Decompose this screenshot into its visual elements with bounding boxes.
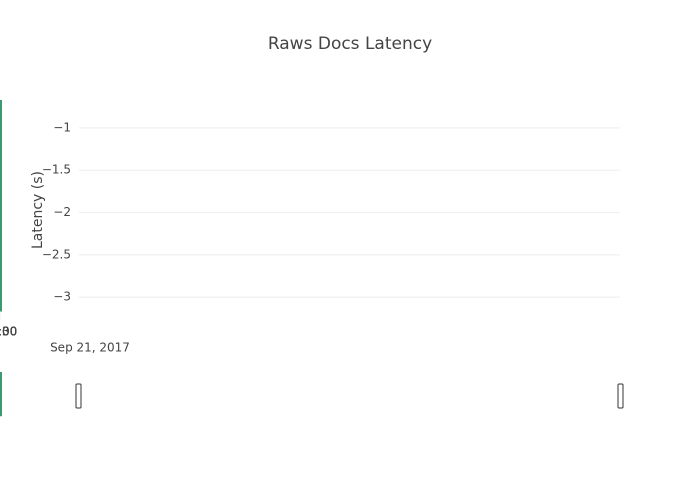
- chart-title: Raws Docs Latency: [268, 34, 432, 54]
- y-tick-label: −2.5: [42, 247, 71, 261]
- y-tick-label: −1: [53, 120, 71, 134]
- y-tick-label: −3: [53, 290, 71, 304]
- x-date-label: Sep 21, 2017: [50, 341, 130, 355]
- bar: [0, 100, 2, 281]
- y-tick-label: −2: [53, 205, 71, 219]
- slider-handle[interactable]: [617, 383, 624, 409]
- slider-bar: [0, 372, 2, 410]
- x-tick-label: 17:30: [0, 325, 17, 339]
- x-tick-label: 17:00: [0, 325, 17, 339]
- slider-handle[interactable]: [75, 383, 82, 409]
- x-tick-label: 16:30: [0, 325, 17, 339]
- y-axis-label: Latency (s): [30, 171, 46, 249]
- y-tick-label: −1.5: [42, 163, 71, 177]
- x-tick-label: 18:00: [0, 325, 17, 339]
- x-tick-label: 16:00: [0, 325, 17, 339]
